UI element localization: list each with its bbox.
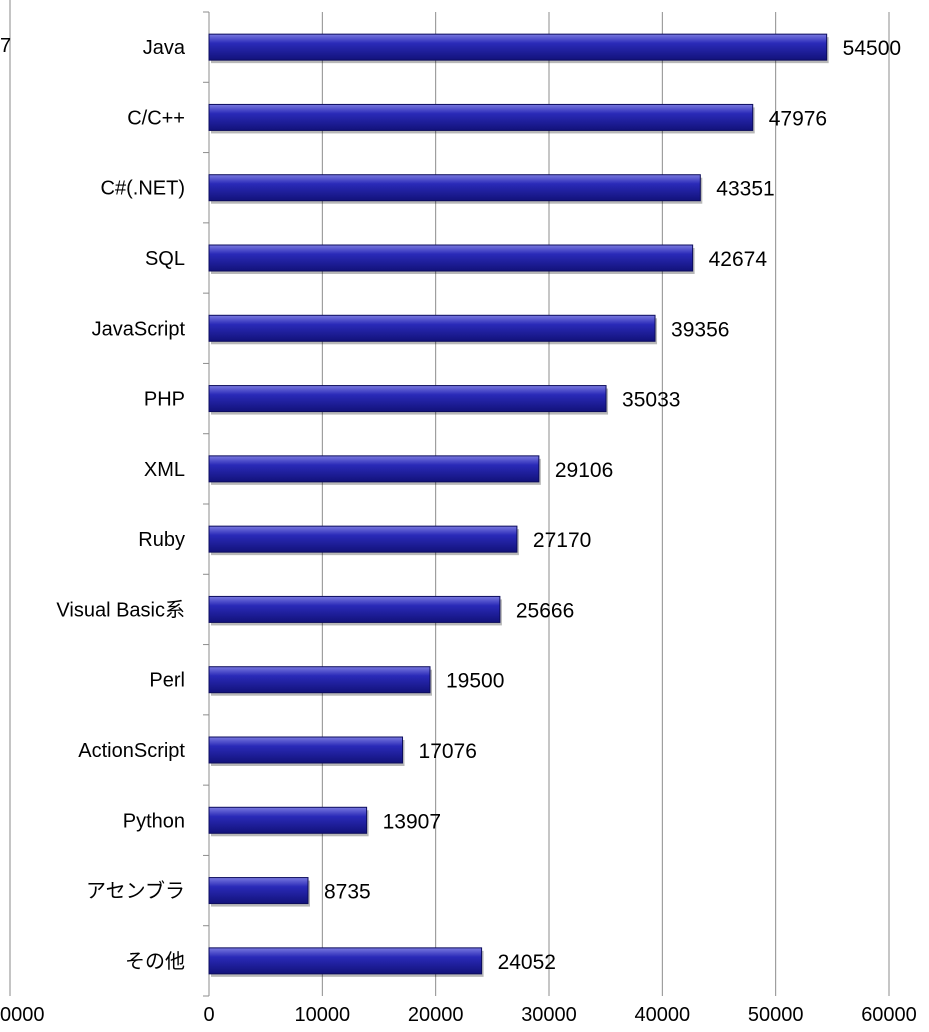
axes: [203, 11, 210, 997]
category-label: アセンブラ: [86, 879, 185, 903]
bar: [208, 103, 754, 131]
category-label: その他: [125, 950, 185, 973]
category-label: Perl: [149, 670, 185, 692]
category-label: C/C++: [127, 107, 185, 129]
value-label: 25666: [516, 599, 574, 622]
bar: [208, 595, 501, 623]
bar: [208, 947, 483, 975]
bar: [208, 244, 694, 272]
bar: [208, 455, 540, 483]
x-tick-label: 0: [203, 1004, 214, 1026]
value-label: 17076: [419, 740, 477, 763]
x-tick-label: 30000: [521, 1004, 577, 1026]
value-label: 43351: [716, 178, 774, 201]
category-label: Ruby: [138, 529, 185, 551]
category-label: PHP: [144, 389, 185, 411]
value-label: 13907: [383, 810, 441, 833]
x-tick-label: 40000: [635, 1004, 691, 1026]
category-label: Visual Basic系: [56, 598, 185, 621]
bar: [208, 33, 828, 61]
bar: [208, 877, 309, 905]
bar: [208, 314, 656, 342]
gridlines: [321, 12, 890, 996]
bar: [208, 174, 701, 202]
neighbor-fragment-label: 7: [0, 35, 11, 57]
category-label: SQL: [145, 248, 185, 270]
category-label: XML: [144, 459, 185, 481]
value-label: 8735: [324, 881, 371, 904]
value-label: 35033: [622, 389, 680, 412]
value-label: 27170: [533, 529, 591, 552]
x-tick-label: 10000: [295, 1004, 351, 1026]
category-label: Java: [143, 37, 186, 59]
value-label: 24052: [498, 951, 556, 974]
category-label: C#(.NET): [101, 178, 185, 200]
bars: [208, 33, 829, 977]
x-tick-label: 50000: [748, 1004, 804, 1026]
value-label: 54500: [843, 37, 901, 60]
x-tick-label: 60000: [861, 1004, 917, 1026]
value-label: 42674: [709, 248, 768, 271]
neighbor-fragment-tick: 0000: [0, 1004, 45, 1026]
bar: [208, 525, 518, 553]
bar: [208, 666, 431, 694]
value-label: 39356: [671, 318, 729, 341]
x-tick-label: 20000: [408, 1004, 464, 1026]
category-label: ActionScript: [78, 740, 185, 762]
value-label: 29106: [555, 459, 613, 482]
value-label: 19500: [446, 670, 504, 693]
category-label: Python: [123, 810, 185, 832]
bar: [208, 385, 607, 413]
value-label: 47976: [769, 107, 827, 130]
labels: 0 10000 20000 30000 40000 50000 60000 Java 54500…: [56, 37, 916, 1026]
bar: [208, 736, 404, 764]
bar: [208, 806, 368, 834]
category-label: JavaScript: [92, 318, 186, 340]
cropped-neighbor-panel: 7 0000: [0, 0, 45, 1026]
